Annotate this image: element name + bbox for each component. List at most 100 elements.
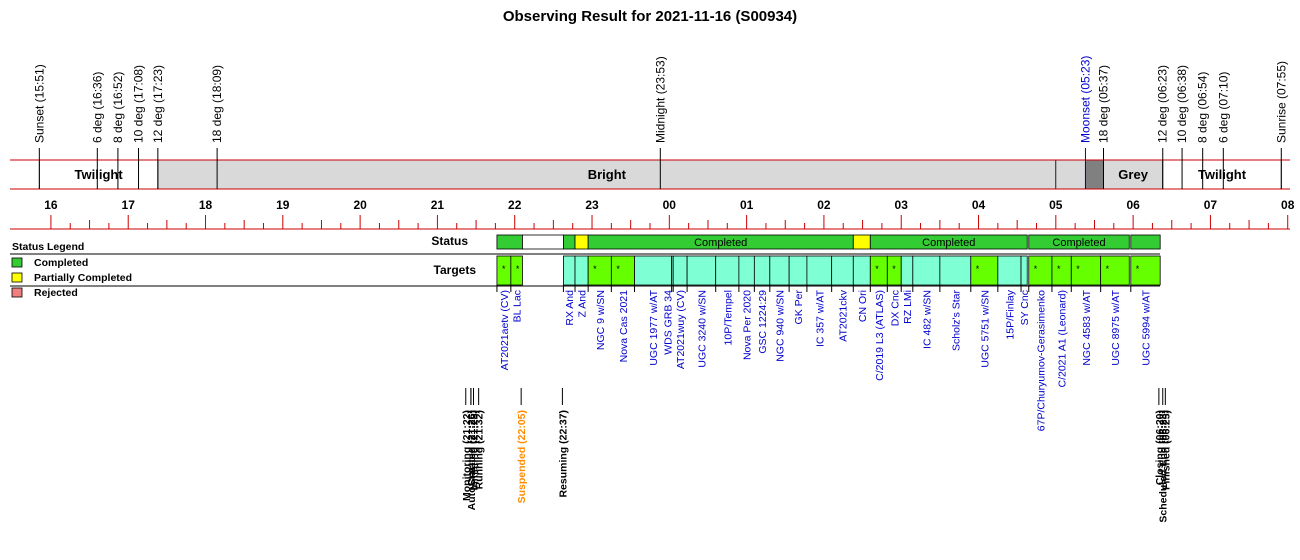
event-label: 8 deg (16:52) — [111, 72, 125, 143]
hour-tick-label: 20 — [353, 198, 367, 212]
status-segment — [852, 234, 871, 250]
status-segment — [522, 234, 564, 250]
target-name-label: C/2021 A1 (Leonard) — [1057, 290, 1069, 387]
event-label: 12 deg (06:23) — [1156, 65, 1170, 143]
event-label: Finished (06:25) — [1160, 410, 1172, 490]
target-name-label: AT2021ckv — [837, 289, 849, 341]
target-name-label: UGC 1977 w/AT — [648, 289, 660, 365]
status-segment-label: Completed — [694, 237, 747, 249]
target-block — [672, 255, 688, 286]
target-block — [997, 255, 1022, 286]
sky-band — [157, 159, 1057, 190]
target-name-label: C/2019 L3 (ATLAS) — [874, 290, 886, 381]
target-block — [1028, 255, 1053, 286]
target-block — [610, 255, 635, 286]
target-name-label: UGC 3240 w/SN — [696, 290, 708, 368]
hour-tick-label: 06 — [1126, 198, 1140, 212]
event-label: 18 deg (18:09) — [210, 65, 224, 143]
target-block — [788, 255, 808, 286]
target-block — [900, 255, 914, 286]
hour-tick-label: 22 — [508, 198, 522, 212]
target-block — [753, 255, 771, 286]
hour-tick-label: 23 — [585, 198, 599, 212]
target-name-label: RX And — [564, 290, 576, 326]
target-done-mark: * — [502, 264, 506, 274]
bottom-event-markers: Monitoring (21:22)AutoStarting (21:26)Cr… — [461, 388, 1172, 523]
hour-axis: 16 17 18 19 20 21 22 23 00 01 02 03 04 05 06 07 08 — [10, 198, 1295, 230]
legend-swatch — [11, 257, 23, 268]
hour-tick-label: 17 — [122, 198, 136, 212]
legend-label: Partially Completed — [34, 272, 132, 284]
target-name-label: BL Lac — [512, 290, 524, 322]
target-name-label: DX Cnc — [889, 290, 901, 326]
status-segment — [574, 234, 589, 250]
hour-tick-label: 07 — [1204, 198, 1218, 212]
target-name-label: RZ LMi — [902, 290, 914, 324]
target-block — [939, 255, 972, 286]
target-name-label: GSC 1224:29 — [757, 290, 769, 354]
chart-title: Observing Result for 2021-11-16 (S00934) — [503, 8, 797, 25]
status-row-label: Status — [431, 234, 468, 248]
hour-tick-label: 05 — [1049, 198, 1063, 212]
event-label: 12 deg (17:23) — [151, 65, 165, 143]
event-label: 18 deg (05:37) — [1096, 65, 1110, 143]
targets-row: Targets * * * * * * * * * * * * — [434, 255, 1161, 286]
status-legend: Status Legend Completed Partially Complet… — [11, 241, 132, 299]
target-block — [563, 255, 576, 286]
event-label: Scheduled End (06:23) — [1158, 410, 1170, 523]
target-name-label: Z And — [577, 290, 589, 318]
target-done-mark: * — [516, 264, 520, 274]
target-name-label: UGC 8975 w/AT — [1110, 289, 1122, 365]
target-block — [574, 255, 589, 286]
target-done-mark: * — [1106, 264, 1110, 274]
target-done-mark: * — [976, 264, 980, 274]
target-name-label: AT2021aetv (CV) — [499, 290, 511, 370]
target-block — [634, 255, 673, 286]
status-segment — [1130, 234, 1161, 250]
targets-row-label: Targets — [434, 263, 477, 277]
target-done-mark: * — [892, 264, 896, 274]
event-label: AutoStarting (21:26) — [466, 410, 478, 510]
legend-label: Rejected — [34, 287, 78, 299]
event-label: Resuming (22:37) — [557, 410, 569, 498]
status-segment-label: Completed — [922, 237, 975, 249]
sky-condition-band: Twilight Bright Grey Twilight — [10, 159, 1290, 190]
target-done-mark: * — [1136, 264, 1140, 274]
target-block — [912, 255, 941, 286]
target-name-label: NGC 4583 w/AT — [1081, 289, 1093, 365]
target-block — [769, 255, 790, 286]
event-label: 6 deg (07:10) — [1216, 72, 1230, 143]
target-done-mark: * — [1057, 264, 1061, 274]
target-done-mark: * — [593, 264, 597, 274]
event-label: 10 deg (17:08) — [132, 65, 146, 143]
legend-title: Status Legend — [12, 241, 84, 253]
status-segment — [563, 234, 576, 250]
legend-swatch — [11, 287, 23, 298]
sky-band-label: Twilight — [1198, 167, 1247, 182]
hour-tick-label: 03 — [895, 198, 909, 212]
status-segment — [496, 234, 523, 250]
target-name-label: NGC 9 w/SN — [595, 290, 607, 350]
target-name-label: GK Per — [793, 290, 805, 325]
target-name-label: NGC 940 w/SN — [774, 290, 786, 362]
target-block — [806, 255, 833, 286]
legend-label: Completed — [34, 257, 88, 269]
hour-tick-label: 08 — [1281, 198, 1295, 212]
event-label: Closing (06:20) — [1154, 410, 1166, 485]
target-name-label: Nova Per 2020 — [742, 290, 754, 360]
event-label: Sunset (15:51) — [32, 64, 46, 143]
target-done-mark: * — [616, 264, 620, 274]
hour-tick-label: 02 — [817, 198, 831, 212]
sky-band-label: Grey — [1118, 167, 1148, 182]
event-label: Moonset (05:23) — [1078, 56, 1092, 143]
top-event-markers: Sunset (15:51) 6 deg (16:36) 8 deg (16:52)… — [32, 56, 1288, 189]
target-block — [715, 255, 740, 286]
hour-tick-label: 18 — [199, 198, 213, 212]
target-block — [831, 255, 854, 286]
event-label: 8 deg (06:54) — [1196, 72, 1210, 143]
status-segment — [1028, 234, 1130, 250]
sky-band-label: Bright — [588, 167, 627, 182]
target-name-label: 67P/Churyumov-Gerasimenko — [1035, 290, 1047, 431]
target-block — [1070, 255, 1102, 286]
